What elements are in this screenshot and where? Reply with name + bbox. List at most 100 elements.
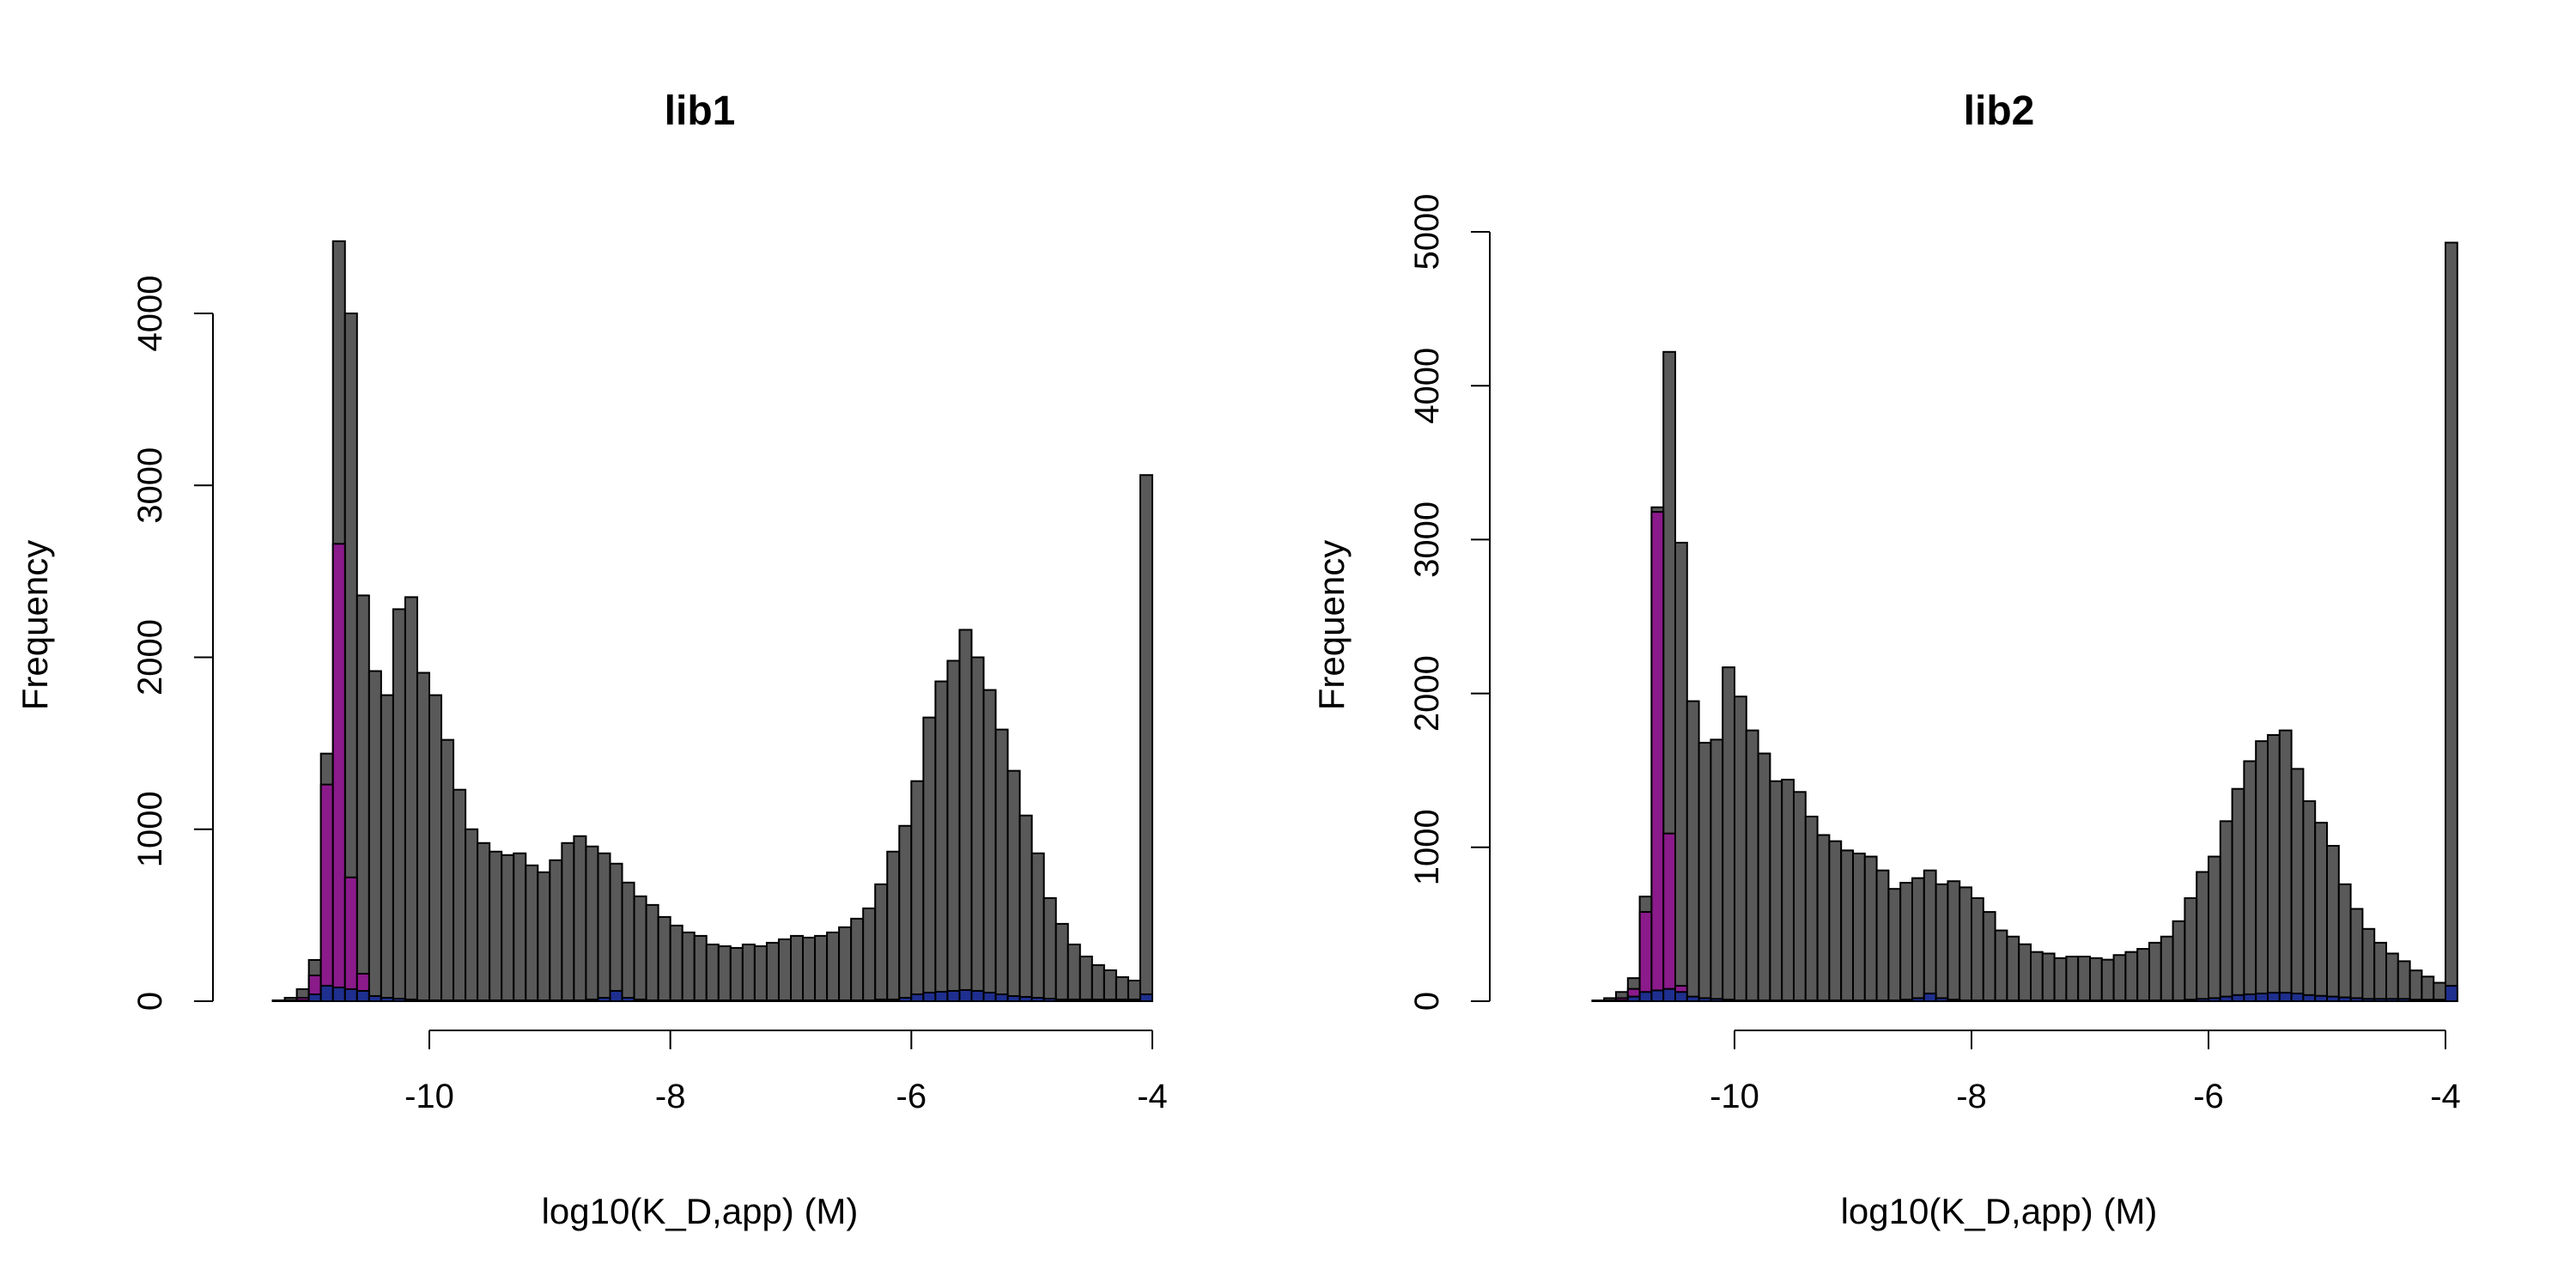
bar-blue [1103,999,1117,1002]
bar-all [814,934,829,1003]
bar-all [633,895,647,1002]
bar-all [874,883,889,1002]
bar-all [428,694,443,1002]
bar-all [2302,800,2317,1002]
bar-blue [453,999,467,1002]
bar-all [489,850,503,1003]
bar-all [1078,955,1093,1003]
bar-blue [2290,993,2305,1003]
bar-blue [392,998,406,1002]
bar-all [657,915,671,1003]
bar-all [1006,769,1021,1002]
bar-blue [1638,991,1653,1002]
bar-all [1745,729,1759,1002]
bar-blue [1852,999,1866,1002]
bar-blue [2006,999,2020,1002]
bar-all [2018,943,2032,1002]
bar-all [561,841,575,1003]
bar-all [802,936,817,1003]
bar-blue [910,993,925,1002]
bar-blue [1127,999,1141,1002]
bar-blue [2421,999,2435,1002]
bar-all [693,934,708,1003]
bar-blue [2302,993,2317,1002]
bar-blue [1840,999,1854,1002]
bar-all [994,728,1009,1002]
bar-all [2290,768,2305,1002]
bar-blue [1994,999,2008,1002]
bar-blue [1899,999,1913,1002]
y-tick-label: 0 [1408,992,1446,1011]
bar-blue [2326,995,2340,1002]
x-axis-label-lib2: log10(K_D,app) (M) [1841,1191,2158,1231]
bar-all [2065,956,2080,1003]
bar-blue [982,991,997,1002]
bar-all [549,859,563,1002]
bar-blue [765,999,780,1002]
bar-all [1066,943,1081,1003]
bar-blue [1054,999,1069,1002]
bar-all [717,945,732,1003]
bar-blue [2089,999,2103,1002]
bar-blue [2041,999,2056,1002]
bar-blue [501,999,515,1002]
bar-all [1686,700,1700,1002]
y-tick-label: 1000 [1408,809,1446,885]
bar-blue [729,999,744,1002]
bar-all [2041,952,2056,1002]
bar-blue [1662,987,1676,1003]
bar-all [1804,815,1819,1003]
bar-all [1947,880,1961,1002]
x-tick-label: -6 [2193,1078,2224,1115]
bar-blue [331,986,346,1002]
bar-blue [2445,985,2458,1002]
x-tick-label: -4 [2430,1078,2461,1115]
bar-blue [814,999,829,1002]
y-axis-lib1: 0 1000 2000 3000 4000 [131,276,214,1011]
bar-all [573,835,587,1003]
bar-blue [1078,999,1093,1002]
bar-blue [633,999,647,1002]
panel-lib2: lib2 -10 -8 -6 -4 0 1000 2000 3000 4000 5000 log… [1311,88,2461,1231]
x-tick-label: -6 [896,1078,927,1115]
x-tick-label: -10 [404,1078,454,1115]
bar-blue [753,999,768,1002]
bar-blue [2385,998,2399,1003]
x-axis-label-lib1: log10(K_D,app) (M) [542,1191,859,1231]
bar-blue [1911,997,1925,1003]
bar-all [1734,696,1747,1002]
bar-blue [1875,999,1890,1002]
y-tick-label: 4000 [131,276,169,352]
bar-blue [2172,999,2186,1002]
bar-all [1923,869,1937,1002]
bar-blue [2373,998,2387,1003]
bar-all [910,780,925,1002]
bar-all [946,659,961,1002]
bar-blue [2278,992,2293,1003]
bar-blue [2065,999,2080,1002]
bar-all [2196,871,2209,1002]
bar-blue [585,999,599,1002]
bar-blue [2184,999,2198,1002]
bar-blue [2231,993,2245,1002]
bar-all [1139,474,1153,1002]
bar-blue [1863,999,1878,1002]
bar-all [2006,935,2020,1002]
bar-all [355,594,370,1002]
bar-all [2314,822,2328,1002]
bar-all [934,680,949,1002]
bar-blue [874,999,889,1002]
bar-all [609,862,623,1002]
bar-blue [1722,999,1735,1002]
bar-blue [2136,999,2150,1002]
bar-purple [1638,911,1653,1003]
bar-all [1887,888,1902,1003]
bar-all [2112,954,2127,1002]
bar-blue [790,999,805,1002]
chart-title-lib2: lib2 [1964,88,2035,134]
bar-blue [826,999,841,1002]
bar-blue [2030,999,2044,1002]
bar-blue [705,999,720,1002]
bar-blue [2409,999,2423,1002]
